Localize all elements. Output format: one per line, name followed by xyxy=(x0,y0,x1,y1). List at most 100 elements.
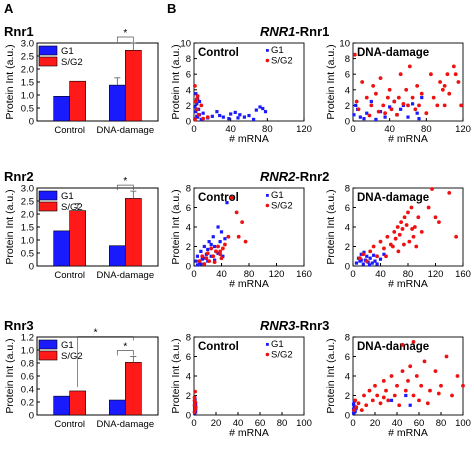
y-tick-label: 8 xyxy=(186,333,191,344)
x-tick-label: 120 xyxy=(455,124,471,135)
point-g1 xyxy=(195,263,200,267)
panel-condition-label: Control xyxy=(198,47,239,59)
point-g1 xyxy=(215,110,219,114)
point-sg2 xyxy=(414,374,419,378)
point-g1 xyxy=(200,257,204,261)
scatter-control-rnr1: 0 40 80 120 0 2 4 6 8 10 # mRNA Protein Int (a.u.) C… xyxy=(170,39,312,146)
point-sg2 xyxy=(419,383,424,388)
point-sg2 xyxy=(424,111,429,116)
point-sg2 xyxy=(193,389,198,394)
bar-g1-1 xyxy=(109,84,126,122)
y-tick-label: 2.5 xyxy=(21,197,34,208)
point-sg2 xyxy=(413,107,418,112)
x-tick-label: 160 xyxy=(296,269,312,280)
y-tick-label: 6 xyxy=(186,352,191,363)
point-sg2 xyxy=(447,190,452,195)
point-sg2 xyxy=(417,398,421,403)
point-g1 xyxy=(410,102,415,106)
y-tick-label: 0 xyxy=(345,262,350,273)
legend-marker-g1 xyxy=(266,343,269,346)
point-sg2 xyxy=(194,97,199,102)
point-sg2 xyxy=(211,254,216,259)
point-g1 xyxy=(388,105,392,109)
point-g1 xyxy=(209,254,213,258)
point-g1 xyxy=(199,262,203,266)
point-sg2 xyxy=(389,374,394,378)
point-g1 xyxy=(375,262,379,266)
y-axis-label: Protein Int (a.u.) xyxy=(325,338,337,413)
point-sg2 xyxy=(398,72,403,77)
y-tick-label: 0.4 xyxy=(21,385,34,396)
point-g1 xyxy=(372,253,376,257)
y-tick-label: 8 xyxy=(186,54,191,65)
point-sg2 xyxy=(444,354,449,359)
y-tick-label: 4 xyxy=(186,223,191,234)
point-sg2 xyxy=(422,359,427,364)
point-sg2 xyxy=(397,232,402,237)
x-tick-label: 120 xyxy=(296,124,312,135)
legend-marker-sg2 xyxy=(265,58,270,63)
y-tick-label: 6 xyxy=(345,352,350,363)
point-g1 xyxy=(365,111,369,115)
point-sg2 xyxy=(378,239,383,244)
point-g1 xyxy=(415,111,419,115)
point-sg2 xyxy=(408,364,413,369)
point-sg2 xyxy=(218,249,223,254)
point-g1 xyxy=(227,117,231,121)
y-tick-label: 1.0 xyxy=(21,236,34,247)
point-sg2 xyxy=(381,378,386,383)
point-sg2 xyxy=(400,342,405,347)
point-g1 xyxy=(399,107,403,111)
point-sg2 xyxy=(216,244,220,249)
mid-title: RNR2-Rnr2 xyxy=(260,169,329,184)
legend-label: G1 xyxy=(61,191,74,202)
legend-swatch xyxy=(38,190,58,201)
point-sg2 xyxy=(353,398,358,403)
x-category-label: DNA-damage xyxy=(97,419,155,430)
point-g1 xyxy=(201,111,205,115)
y-axis-label: Protein Int (a.u.) xyxy=(4,338,16,413)
point-g1 xyxy=(362,250,366,254)
point-sg2 xyxy=(368,249,373,254)
point-sg2 xyxy=(240,220,245,225)
x-tick-label: 0 xyxy=(191,269,196,280)
point-sg2 xyxy=(384,254,388,259)
point-sg2 xyxy=(199,103,204,108)
y-axis-label: Protein Int (a.u.) xyxy=(325,44,337,119)
point-g1 xyxy=(358,115,362,119)
point-g1 xyxy=(263,110,268,114)
point-g1 xyxy=(210,114,214,118)
legend-swatch xyxy=(38,56,58,67)
point-sg2 xyxy=(406,210,410,215)
x-tick-label: 0 xyxy=(350,269,355,280)
point-g1 xyxy=(351,402,356,406)
y-tick-label: 4 xyxy=(345,85,350,96)
point-sg2 xyxy=(411,393,416,398)
point-sg2 xyxy=(436,391,441,396)
panel-condition-label: Control xyxy=(198,341,239,353)
bar-g1-1 xyxy=(109,399,126,416)
scatter-control-rnr2: 0 40 80 120 160 0 2 4 6 8 # mRNA Protein Int (a.u.)… xyxy=(170,184,312,291)
significance-star: * xyxy=(93,327,97,339)
x-axis-label: # mRNA xyxy=(229,278,269,290)
point-g1 xyxy=(195,114,199,118)
legend-swatch xyxy=(38,45,58,56)
point-sg2 xyxy=(407,239,412,244)
mid-title-protein: -Rnr1 xyxy=(295,24,329,39)
legend-marker-sg2 xyxy=(265,352,270,357)
point-sg2 xyxy=(442,103,447,108)
y-axis-label: Protein Int (a.u.) xyxy=(325,189,337,264)
point-sg2 xyxy=(440,87,445,92)
point-g1 xyxy=(352,113,356,117)
x-category-label: Control xyxy=(54,125,85,136)
y-tick-label: 8 xyxy=(345,184,350,195)
point-g1 xyxy=(218,240,222,244)
point-sg2 xyxy=(229,195,234,200)
point-g1 xyxy=(365,254,369,258)
row-title: Rnr1 xyxy=(4,24,34,39)
point-sg2 xyxy=(354,99,359,104)
point-g1 xyxy=(221,115,225,119)
point-g1 xyxy=(223,237,227,241)
point-sg2 xyxy=(364,95,369,100)
point-g1 xyxy=(369,99,373,104)
